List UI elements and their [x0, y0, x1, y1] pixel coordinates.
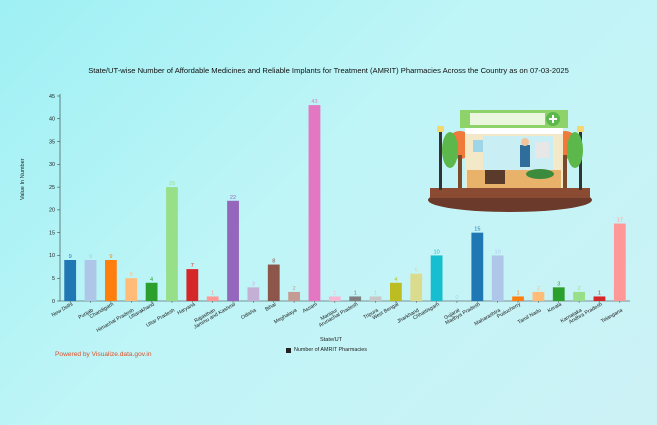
data-label: 15: [474, 227, 480, 233]
bar[interactable]: [267, 264, 280, 301]
data-label: 2: [537, 286, 540, 292]
data-label: 9: [89, 254, 92, 260]
x-tick-label: Kerala: [547, 301, 563, 314]
x-tick-label: Haryana: [176, 301, 196, 316]
bar[interactable]: [186, 269, 199, 301]
y-axis-label: Value In Number: [20, 158, 26, 200]
bar[interactable]: [84, 260, 97, 301]
bar[interactable]: [349, 296, 362, 301]
y-tick-label: 30: [49, 162, 55, 168]
bar[interactable]: [227, 200, 239, 301]
legend[interactable]: Number of AMRIT Pharmacies: [286, 347, 367, 353]
data-label: 9: [109, 254, 112, 260]
x-tick-label: Assam: [302, 302, 319, 315]
bar[interactable]: [145, 282, 158, 301]
data-label: 17: [617, 218, 623, 224]
data-label: 10: [433, 249, 439, 255]
data-label: 1: [354, 290, 357, 296]
powered-by-credit[interactable]: Powered by Visualize.data.gov.in: [55, 351, 152, 358]
data-label: 43: [311, 99, 317, 105]
data-label: 25: [169, 181, 175, 187]
data-label: 1: [333, 290, 336, 296]
x-tick-label: Bihar: [264, 301, 278, 312]
bar[interactable]: [308, 105, 321, 301]
data-label: 2: [578, 286, 581, 292]
legend-swatch: [286, 347, 291, 353]
y-tick-label: 0: [52, 299, 55, 305]
bar[interactable]: [512, 296, 524, 301]
data-label: 3: [557, 281, 560, 287]
data-label: 5: [130, 272, 133, 278]
data-label: 1: [598, 290, 601, 296]
data-label: 22: [230, 195, 236, 201]
bar[interactable]: [532, 291, 545, 301]
bar[interactable]: [369, 296, 382, 301]
y-tick-label: 35: [49, 139, 55, 145]
bar[interactable]: [430, 255, 443, 301]
y-tick-label: 20: [49, 208, 55, 214]
x-tick-label: Meghalaya: [273, 307, 298, 325]
data-label: 6: [415, 268, 418, 274]
bar[interactable]: [166, 187, 178, 301]
data-label: 1: [374, 290, 377, 296]
data-label: 7: [191, 263, 194, 269]
chart-title: State/UT-wise Number of Affordable Medic…: [88, 66, 569, 75]
data-label: 0: [455, 295, 458, 301]
data-label: 10: [495, 249, 501, 255]
pharmacy-illustration-icon: [428, 110, 592, 212]
x-tick-label: Odisha: [240, 307, 257, 320]
bar[interactable]: [491, 255, 504, 301]
bar[interactable]: [410, 273, 423, 301]
x-tick-label: Uttar Pradesh: [145, 307, 176, 328]
bar[interactable]: [64, 260, 77, 301]
bar[interactable]: [613, 223, 626, 301]
x-tick-label: Telangana: [600, 307, 624, 324]
bar[interactable]: [389, 282, 402, 301]
data-label: 8: [272, 259, 275, 265]
bar[interactable]: [573, 291, 586, 301]
bar[interactable]: [552, 287, 565, 301]
x-axis-label: State/UT: [320, 337, 343, 343]
data-label: 9: [69, 254, 72, 260]
y-tick-label: 40: [49, 117, 55, 123]
bar[interactable]: [593, 296, 606, 301]
y-tick-label: 10: [49, 253, 55, 259]
y-tick-label: 5: [52, 276, 55, 282]
y-tick-label: 45: [49, 94, 55, 100]
bar[interactable]: [104, 260, 117, 301]
y-tick-label: 15: [49, 230, 55, 236]
legend-label: Number of AMRIT Pharmacies: [294, 347, 367, 353]
data-label: 3: [252, 281, 255, 287]
bar[interactable]: [247, 287, 260, 301]
x-tick-label: Tamil Nadu: [517, 307, 543, 325]
data-label: 1: [516, 290, 519, 296]
y-tick-label: 25: [49, 185, 55, 191]
data-label: 4: [394, 277, 397, 283]
bar[interactable]: [471, 232, 484, 301]
data-label: 2: [293, 286, 296, 292]
bar[interactable]: [125, 278, 138, 301]
data-label: 1: [211, 290, 214, 296]
bar[interactable]: [328, 296, 341, 301]
data-label: 4: [150, 277, 153, 283]
bar[interactable]: [206, 296, 219, 301]
bar[interactable]: [288, 291, 301, 301]
